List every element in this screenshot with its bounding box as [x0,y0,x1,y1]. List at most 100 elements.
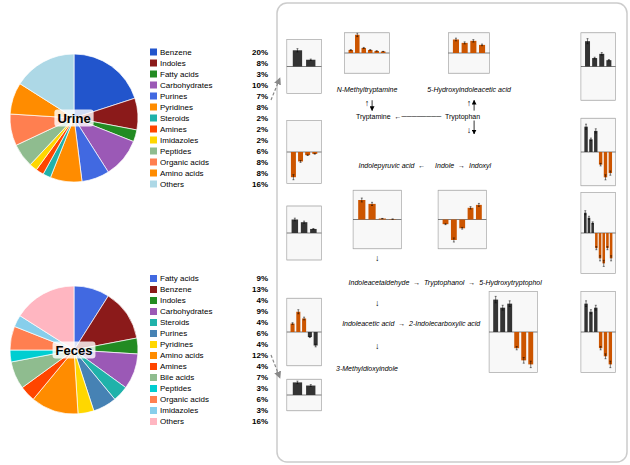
bars [293,49,316,67]
error-bar-stem [600,256,601,261]
legend-swatch [150,104,157,111]
error-bar-stem [588,216,589,219]
error-bar-cap [445,224,447,225]
error-bar [595,247,597,250]
error-bar-cap [584,210,586,211]
bar [293,382,302,395]
error-bar-cap [294,220,296,221]
error-bar [604,354,606,359]
error-bar-cap [599,255,601,256]
error-bar [453,238,455,242]
bar [594,308,597,332]
error-bar [590,138,592,141]
error-bar [470,207,472,209]
error-bar-cap [601,52,603,53]
error-bar-cap [587,43,589,44]
error-bar-stem [607,247,608,250]
error-bar-cap [461,227,463,228]
pathway-label: 3-Methyldioxyindole [336,365,398,373]
error-bar-cap [296,383,298,384]
error-bar-cap [516,346,518,347]
error-bar-cap [502,305,504,306]
error-bar [310,385,312,387]
error-bar-stem [294,218,295,221]
error-bar-cap [470,208,472,209]
data-label: 3% [256,70,268,79]
error-bar [464,42,466,44]
data-label: 7% [256,373,268,382]
grid-line [287,365,322,366]
bar [453,40,459,54]
legend-label: Carbohydrates [160,81,212,90]
mini-bar-chart [353,190,401,249]
bar [389,219,396,220]
bar [443,220,449,225]
error-bar-cap [371,205,373,206]
mini-bar-chart [581,292,616,373]
error-bar-cap [590,138,592,139]
plot-frame [287,121,322,184]
pathway-arrow-glyph: ↓ [467,125,472,135]
error-bar-stem [298,310,299,314]
plot-frame [438,190,486,249]
error-bar-stem [590,138,591,141]
error-bar-cap [472,39,474,40]
bar [606,60,611,66]
grid [287,40,322,94]
bar [514,332,519,348]
error-bar-stem [382,218,383,219]
error-bar [530,361,532,367]
error-bar-stem [297,49,298,52]
error-bar-stem [462,227,463,229]
error-bar-cap [382,51,384,52]
legend: Benzene20%Indoles8%Fatty acids3%Carbohyd… [150,48,268,189]
bar [302,319,306,333]
bar [355,35,360,53]
error-bar [445,223,447,225]
error-bar [600,347,602,350]
bar [604,332,607,356]
grid-line [581,100,616,101]
bar [361,48,366,53]
error-bar-stem [595,129,596,133]
error-bar-stem [592,222,593,224]
mini-bar-chart [287,379,322,411]
grid-line [345,73,390,74]
legend-swatch [150,330,157,337]
error-bar-cap [594,57,596,58]
error-bar-stem [310,59,311,60]
error-bar-cap [502,310,504,311]
bar [368,204,375,220]
error-bar-cap [309,337,311,338]
error-bar-stem [509,301,510,307]
error-bar [315,344,317,347]
bar [298,152,303,161]
legend-label: Organic acids [160,395,209,404]
grid-line [345,32,390,33]
error-bar [361,198,363,202]
error-bar [310,59,312,60]
plot-frame [345,33,390,74]
error-bar-stem [372,202,373,205]
legend-swatch [150,286,157,293]
grid-line [448,32,489,33]
error-bar-stem [455,38,456,41]
legend-swatch [150,170,157,177]
pathway-label: Indoleacetic acid → 2-Indolecarboxylic a… [342,320,481,328]
error-bar-stem [453,238,454,242]
error-bar [608,60,610,61]
error-bar [603,260,605,266]
legend-label: Peptides [160,384,191,393]
grid-line [287,120,322,121]
legend-swatch [150,49,157,56]
error-bar-cap [610,260,612,261]
pie-slices [10,286,138,414]
error-bar [587,39,589,44]
error-bar-cap [495,296,497,297]
legend-swatch [150,126,157,133]
error-bar-stem [300,161,301,163]
error-bar-cap [609,361,611,362]
bar [507,304,512,332]
error-bar-cap [292,324,294,325]
legend-label: Indoles [160,59,186,68]
